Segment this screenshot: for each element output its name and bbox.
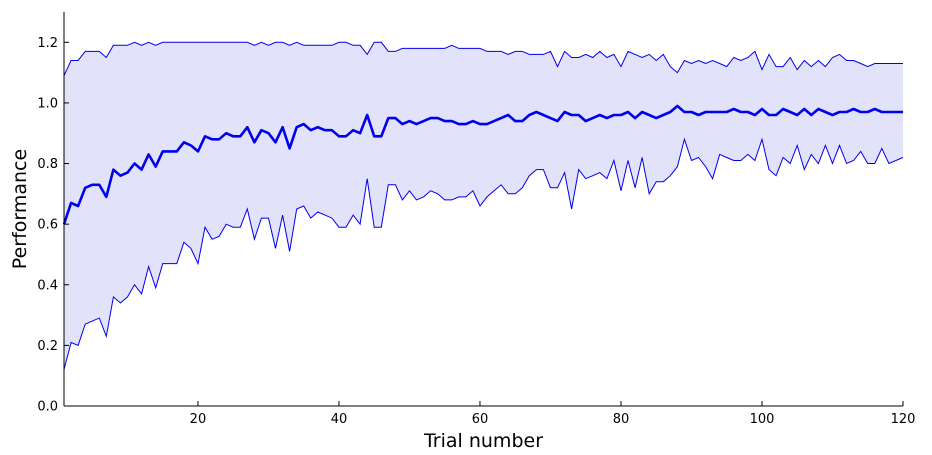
x-tick-label: 100 xyxy=(750,412,775,427)
x-tick-label: 60 xyxy=(472,412,489,427)
ticks-layer: 20 40 60 80 100 120 0.0 0.2 0.4 0.6 0.8 1.0 1.2 xyxy=(37,36,915,427)
y-axis-label: Performance xyxy=(9,149,31,269)
y-tick-label: 0.6 xyxy=(37,218,58,233)
y-tick-label: 1.2 xyxy=(37,36,58,51)
x-tick-label: 20 xyxy=(190,412,207,427)
band-layer xyxy=(64,42,903,370)
mean-performance-line xyxy=(62,104,903,225)
y-tick-label: 1.0 xyxy=(37,96,58,111)
y-tick-label: 0.8 xyxy=(37,157,58,172)
y-tick-label: 0.2 xyxy=(37,339,58,354)
x-tick-label: 120 xyxy=(891,412,916,427)
lines-layer xyxy=(62,41,904,370)
lower-bound-line xyxy=(63,137,904,370)
upper-bound-line xyxy=(63,41,903,76)
x-tick-label: 80 xyxy=(613,412,630,427)
x-tick-label: 40 xyxy=(331,412,348,427)
y-tick-label: 0.0 xyxy=(37,400,58,415)
axes-layer xyxy=(63,12,903,407)
y-tick-label: 0.4 xyxy=(37,278,58,293)
confidence-band xyxy=(64,42,903,370)
x-axis-label: Trial number xyxy=(423,430,543,452)
